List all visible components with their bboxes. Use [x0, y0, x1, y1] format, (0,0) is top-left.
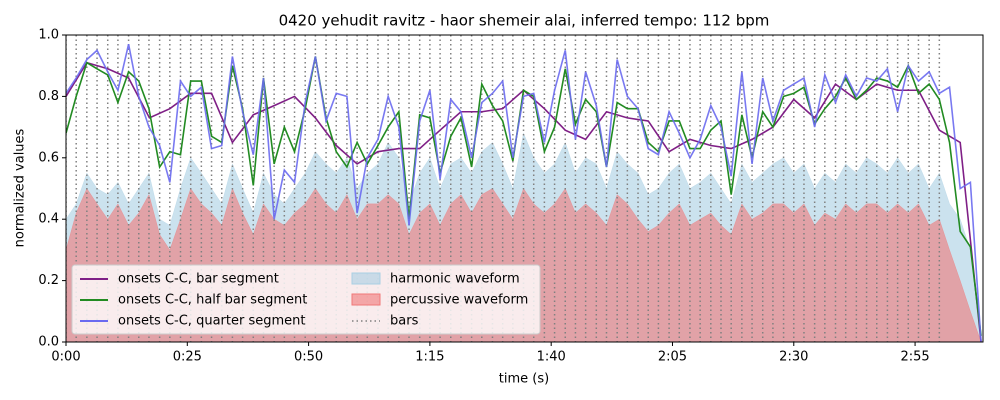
y-tick-label: 0.4 [38, 212, 59, 227]
onset-line [66, 44, 982, 342]
legend-label: onsets C-C, quarter segment [118, 314, 305, 329]
y-tick-label: 0.8 [38, 89, 59, 104]
legend: onsets C-C, bar segment onsets C-C, half … [71, 264, 541, 335]
y-tick-label: 0.2 [38, 273, 59, 288]
y-axis-label: normalized values [13, 128, 28, 247]
x-tick-label: 1:40 [537, 350, 566, 365]
axes-frame [65, 34, 984, 343]
y-tick-label: 0.6 [38, 150, 59, 165]
x-tick-label: 0:00 [51, 350, 80, 365]
x-axis-label: time (s) [499, 372, 549, 387]
legend-swatch [351, 272, 381, 285]
x-tick-label: 0:25 [173, 350, 202, 365]
chart-title: 0420 yehudit ravitz - haor shemeir alai,… [279, 12, 770, 30]
x-tick-label: 2:55 [900, 350, 929, 365]
legend-label: onsets C-C, bar segment [118, 272, 279, 287]
y-tick-label: 0.0 [38, 335, 59, 350]
x-tick-label: 1:15 [415, 350, 444, 365]
onset-line [66, 56, 982, 336]
legend-swatch [351, 293, 381, 306]
legend-label: percussive waveform [390, 293, 528, 308]
legend-label: harmonic waveform [390, 272, 520, 287]
x-tick-label: 2:05 [658, 350, 687, 365]
x-tick-label: 2:30 [779, 350, 808, 365]
y-tick-label: 1.0 [38, 28, 59, 43]
legend-label: bars [390, 314, 419, 329]
legend-label: onsets C-C, half bar segment [118, 293, 307, 308]
x-tick-label: 0:50 [294, 350, 323, 365]
legend-box [71, 264, 541, 335]
